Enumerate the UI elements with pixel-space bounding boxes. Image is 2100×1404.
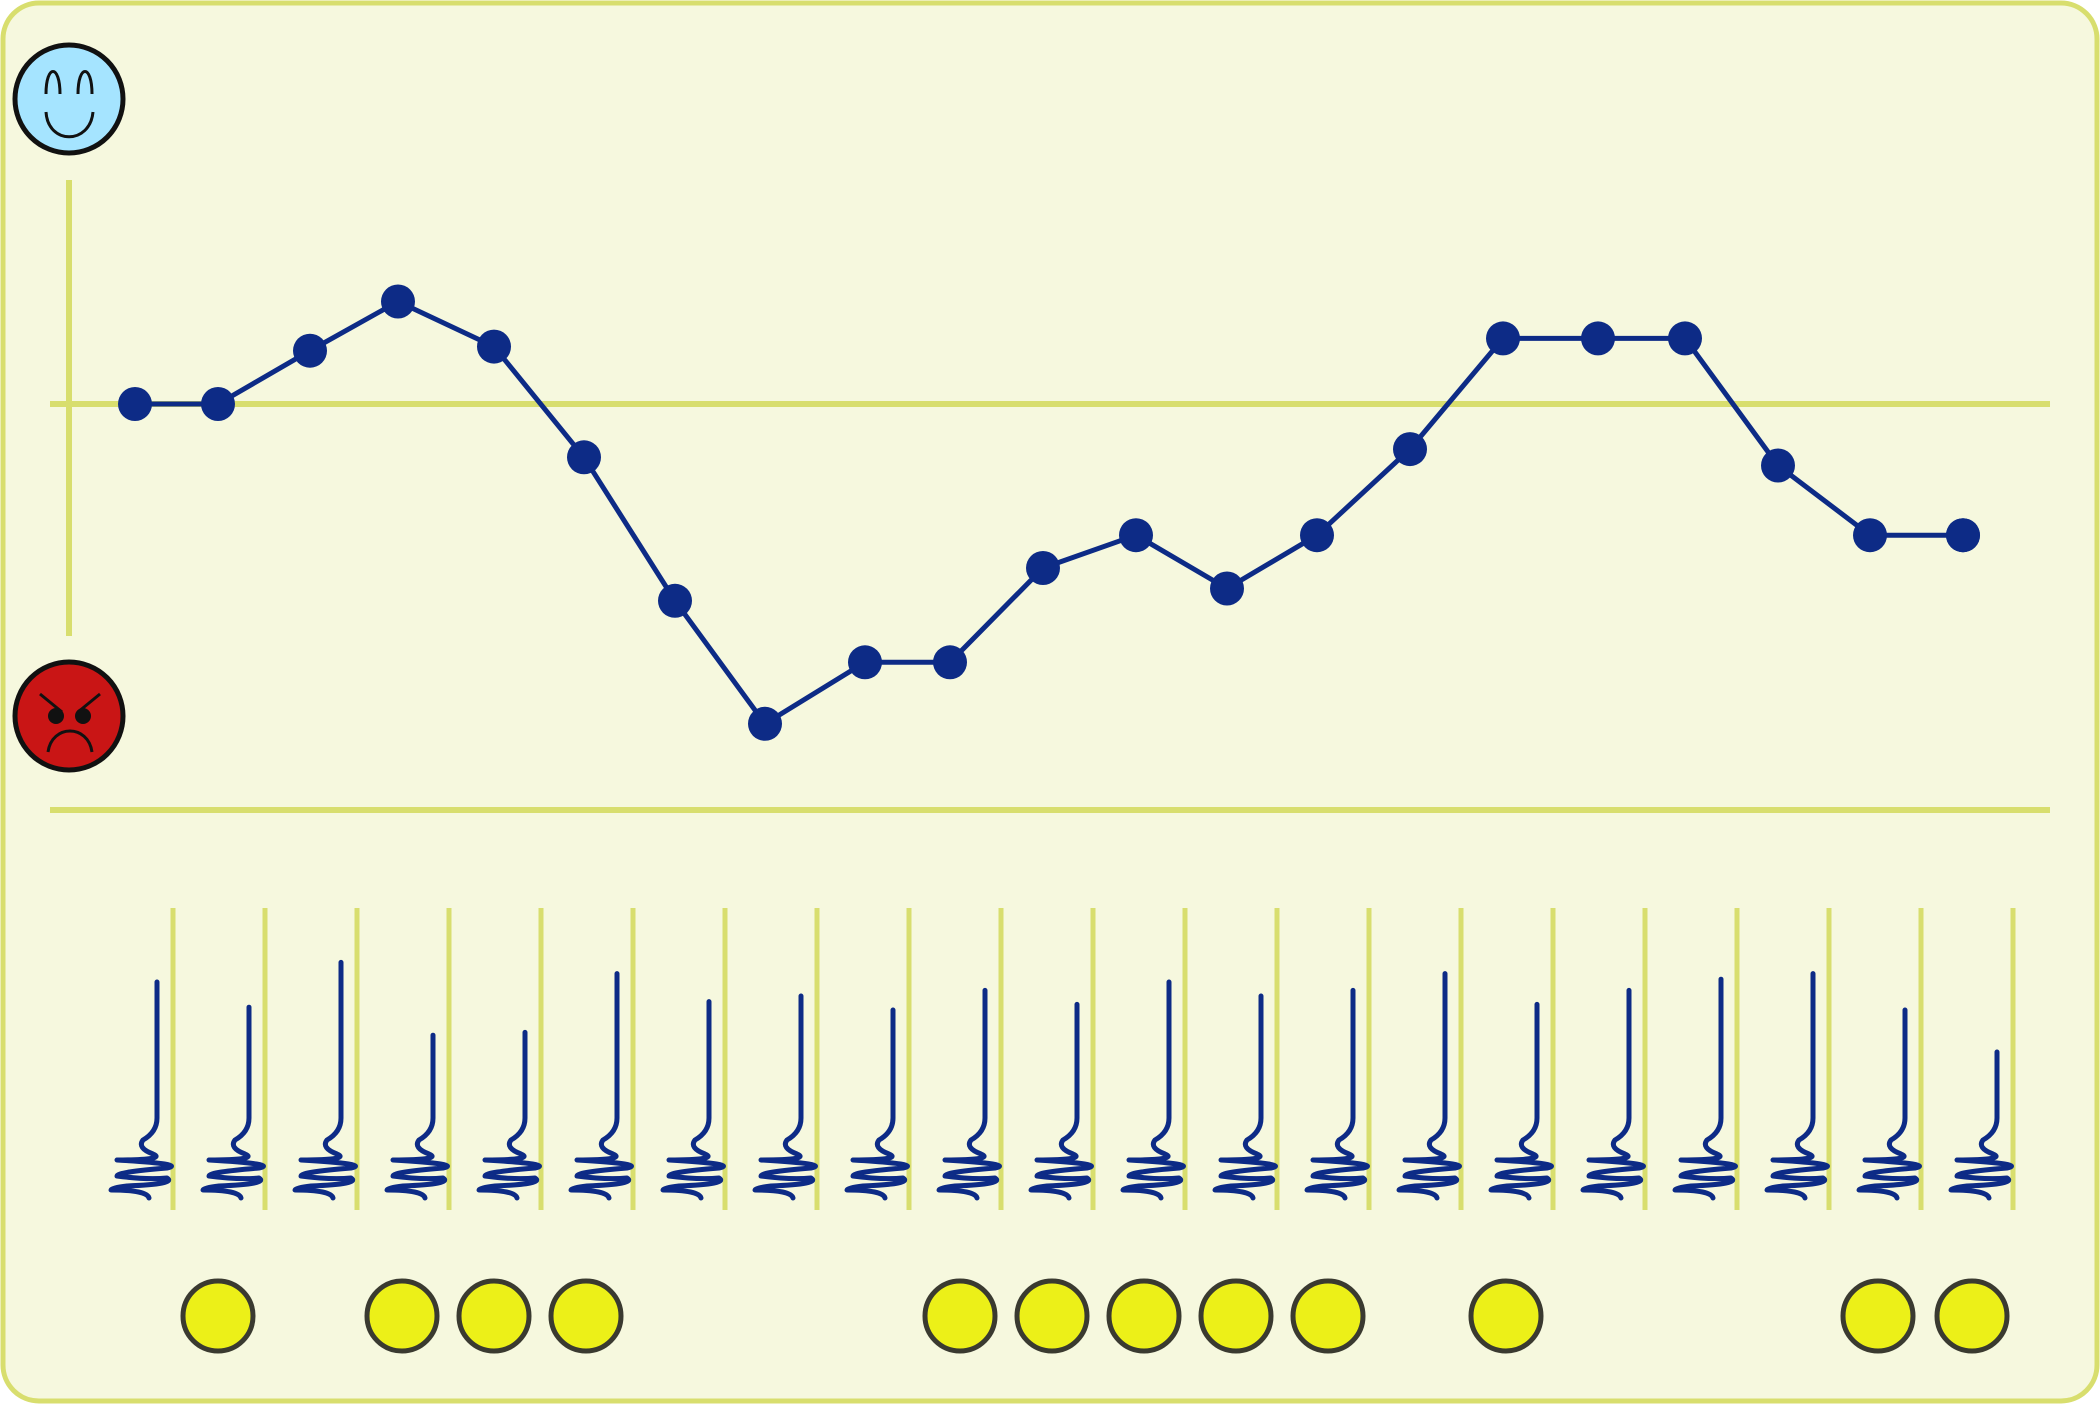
data-point (201, 387, 235, 421)
data-point (1853, 518, 1887, 553)
yellow-marker (364, 1278, 440, 1354)
spring-mark (1764, 971, 1830, 1201)
marker-row (180, 1278, 2010, 1354)
vertical-guide-lines (170, 908, 2016, 1210)
spring-mark (292, 959, 358, 1201)
data-point (848, 645, 882, 680)
data-point (1393, 432, 1427, 467)
yellow-marker (1198, 1278, 1274, 1354)
spring-mark (660, 999, 726, 1201)
spring-mark (1856, 1007, 1922, 1201)
data-point (1026, 551, 1060, 585)
spring-mark (1120, 979, 1186, 1201)
yellow-marker (1106, 1278, 1182, 1354)
data-point (293, 333, 327, 368)
spring-mark (476, 1029, 542, 1201)
yellow-marker (1934, 1278, 2010, 1354)
yellow-marker (456, 1278, 532, 1354)
yellow-marker (1840, 1278, 1916, 1354)
angry-face-icon (12, 659, 126, 773)
spring-mark (1028, 1001, 1094, 1201)
data-point (658, 583, 692, 618)
data-point (1119, 518, 1153, 553)
yellow-marker (1290, 1278, 1366, 1354)
spring-mark (844, 1007, 910, 1201)
spring-mark (936, 987, 1002, 1201)
spring-mark (752, 993, 818, 1201)
data-point (1486, 321, 1520, 356)
spring-mark (1488, 1001, 1554, 1201)
data-point (1300, 518, 1334, 553)
spring-mark (1948, 1049, 2014, 1201)
happy-face-icon (12, 42, 126, 156)
spring-mark (1672, 976, 1738, 1201)
spring-mark (1304, 987, 1370, 1201)
spring-mark (1212, 993, 1278, 1201)
spring-mark (568, 971, 634, 1201)
data-point (477, 329, 511, 364)
yellow-marker (180, 1278, 256, 1354)
data-point (748, 706, 782, 741)
data-point (118, 387, 152, 421)
data-point (567, 440, 601, 475)
spring-mark (384, 1032, 450, 1201)
spring-mark (1396, 971, 1462, 1201)
yellow-marker (1468, 1278, 1544, 1354)
data-point (1581, 321, 1615, 356)
data-point (1668, 321, 1702, 356)
yellow-marker (548, 1278, 624, 1354)
data-point (1210, 571, 1244, 606)
mood-series (118, 284, 1980, 741)
spring-mark (1580, 987, 1646, 1201)
spring-mark (108, 979, 174, 1201)
yellow-marker (1014, 1278, 1090, 1354)
spring-mark (200, 1004, 266, 1201)
data-point (1761, 448, 1795, 483)
data-point (381, 284, 415, 319)
spring-series (108, 959, 2014, 1201)
data-point (1946, 518, 1980, 553)
data-point (933, 645, 967, 680)
yellow-marker (922, 1278, 998, 1354)
